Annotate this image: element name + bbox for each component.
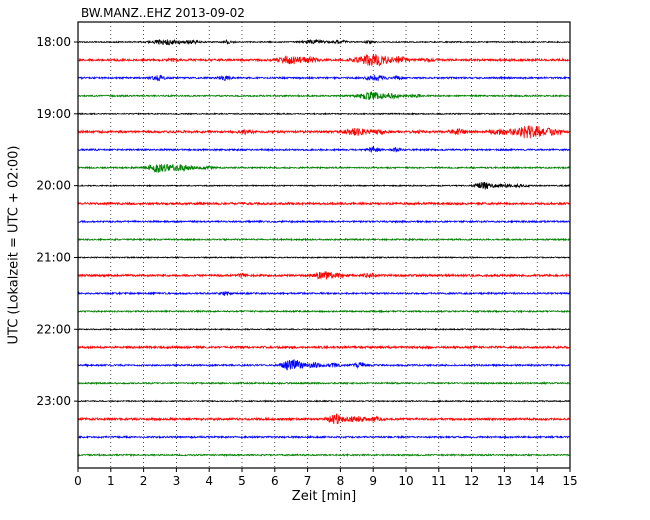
x-tick-label: 10: [398, 474, 413, 488]
seismogram-trace: [78, 53, 570, 67]
seismogram-trace: [78, 181, 570, 190]
seismogram-trace: [78, 125, 570, 139]
seismogram-trace: [78, 145, 570, 153]
y-tick-label: 21:00: [36, 250, 71, 264]
seismogram-trace: [78, 74, 570, 82]
x-tick-label: 13: [497, 474, 512, 488]
seismogram-trace: [78, 90, 570, 100]
trace-group: [78, 38, 570, 458]
x-tick-label: 0: [74, 474, 82, 488]
x-tick-label: 8: [337, 474, 345, 488]
y-tick-label: 20:00: [36, 179, 71, 193]
seismogram-trace: [78, 413, 570, 425]
x-tick-label: 6: [271, 474, 279, 488]
x-tick-label: 11: [431, 474, 446, 488]
seismogram-trace: [78, 38, 570, 46]
x-tick-label: 7: [304, 474, 312, 488]
x-axis-label: Zeit [min]: [291, 489, 357, 504]
seismogram-trace: [78, 327, 570, 332]
seismogram-trace: [78, 112, 570, 116]
x-tick-label: 12: [464, 474, 479, 488]
seismogram-trace: [78, 291, 570, 296]
seismogram-trace: [78, 452, 570, 458]
seismogram-trace: [78, 434, 570, 440]
plot-border: [77, 21, 571, 469]
seismogram-trace: [78, 344, 570, 350]
seismogram-trace: [78, 163, 570, 173]
seismogram-trace: [78, 271, 570, 280]
y-tick-label: 22:00: [36, 322, 71, 336]
x-tick-label: 14: [530, 474, 545, 488]
x-tick-label: 4: [205, 474, 213, 488]
seismogram-trace: [78, 201, 570, 207]
seismogram-trace: [78, 359, 570, 371]
x-tick-label: 2: [140, 474, 148, 488]
seismogram-trace: [78, 309, 570, 314]
x-tick-label: 1: [107, 474, 115, 488]
x-tick-label: 5: [238, 474, 246, 488]
seismogram-trace: [78, 381, 570, 386]
seismogram-trace: [78, 399, 570, 403]
seismogram-trace: [78, 219, 570, 224]
x-tick-label: 3: [173, 474, 181, 488]
chart-title: BW.MANZ..EHZ 2013-09-02: [81, 6, 245, 20]
seismogram-trace: [78, 255, 570, 260]
seismogram-trace: [78, 237, 570, 242]
y-tick-label: 23:00: [36, 394, 71, 408]
x-tick-label: 15: [562, 474, 577, 488]
y-tick-label: 18:00: [36, 35, 71, 49]
y-axis-label: UTC (Lokalzeit = UTC + 02:00): [6, 145, 22, 345]
x-tick-label: 9: [369, 474, 377, 488]
y-tick-label: 19:00: [36, 107, 71, 121]
